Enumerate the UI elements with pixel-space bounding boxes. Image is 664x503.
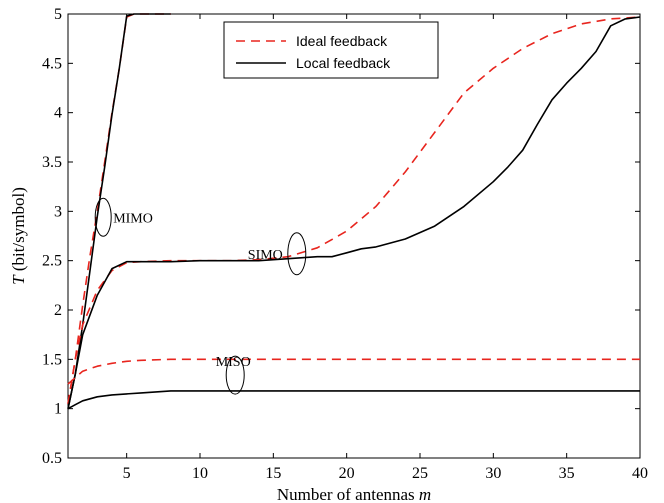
x-tick-label: 40 [632,465,648,482]
y-tick-label: 1.5 [42,351,62,368]
series-line-miso-ideal [67,358,640,385]
x-tick-label: 15 [265,465,281,482]
series-line-mimo-local [67,13,171,409]
legend: Ideal feedback Local feedback [223,21,439,79]
series-line-miso-local [67,390,640,410]
axis-ticks: 5 10 15 20 25 30 35 40 0.5 1 1.5 2 2.5 3 3.5 4 4.5 5 [42,6,648,482]
annotation-label-mimo: MIMO [113,211,153,226]
plot-area [67,13,641,459]
annotation-ellipse-simo [287,232,307,276]
y-tick-label: 3 [54,203,62,220]
annotation-ellipse-miso [225,355,245,395]
legend-label-ideal: Ideal feedback [296,33,388,49]
series-layer [67,13,641,410]
x-tick-label: 30 [485,465,501,482]
x-axis-label: Number of antennas m [277,485,431,503]
y-tick-label: 5 [54,6,62,23]
annotation-label-simo: SIMO [248,248,283,263]
y-tick-label: 2 [54,302,62,319]
y-tick-label: 0.5 [42,450,62,467]
annotation-label-miso: MISO [216,355,251,370]
legend-label-local: Local feedback [296,55,391,71]
series-line-mimo-ideal [67,13,171,404]
legend-box [223,21,439,79]
annotation-layer: MIMO SIMO MISO [94,197,307,395]
x-tick-label: 35 [559,465,575,482]
x-tick-label: 25 [412,465,428,482]
y-tick-label: 3.5 [42,154,62,171]
y-tick-label: 4.5 [42,55,62,72]
x-tick-label: 20 [339,465,355,482]
y-axis-label: T (bit/symbol) [9,187,28,285]
y-tick-label: 2.5 [42,253,62,270]
series-line-simo-local [67,16,641,409]
x-tick-label: 5 [123,465,131,482]
x-tick-label: 10 [192,465,208,482]
y-tick-label: 4 [54,105,62,122]
annotation-ellipse-mimo [94,197,112,237]
y-tick-label: 1 [54,401,62,418]
